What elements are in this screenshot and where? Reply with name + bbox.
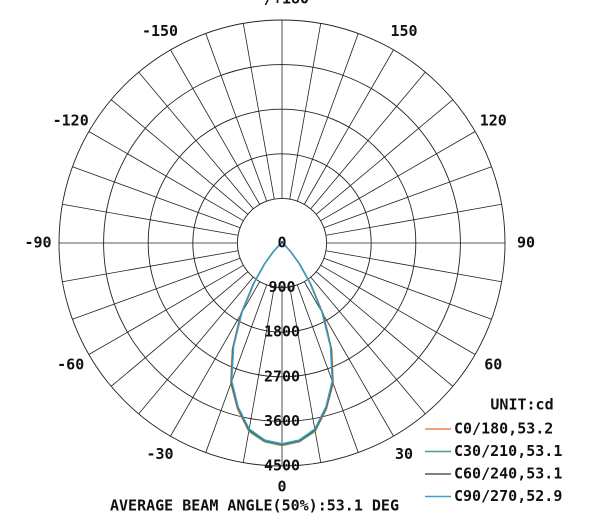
angle-label: -120	[53, 112, 89, 130]
ring	[58, 19, 506, 467]
angle-label: -60	[57, 356, 84, 374]
angle-label: -/+180	[255, 0, 309, 8]
ring-label: 3600	[264, 412, 300, 430]
intensity-curve	[231, 242, 333, 445]
legend-label: C60/240,53.1	[454, 465, 562, 483]
angle-label: 60	[484, 356, 502, 374]
angle-label: -90	[24, 234, 51, 252]
angle-label: 120	[480, 112, 507, 130]
ring	[236, 197, 328, 289]
angle-label: 30	[395, 445, 413, 463]
ring-label: 900	[268, 278, 295, 296]
angle-label: 0	[277, 478, 286, 496]
ring-label: 2700	[264, 367, 300, 385]
ring-label: 4500	[264, 457, 300, 475]
ring	[103, 64, 461, 422]
ring-label: 0	[277, 234, 286, 252]
ring	[147, 108, 417, 378]
angle-label: 150	[390, 22, 417, 40]
angle-label: -30	[146, 445, 173, 463]
footer: AVERAGE BEAM ANGLE(50%):53.1 DEG	[110, 497, 399, 515]
ring	[192, 153, 372, 333]
legend-label: C90/270,52.9	[454, 487, 562, 505]
angle-label: 90	[517, 234, 535, 252]
angle-label: -150	[142, 22, 178, 40]
ring-label: 1800	[264, 323, 300, 341]
unit-label: UNIT:cd	[490, 396, 553, 414]
legend-label: C30/210,53.1	[454, 442, 562, 460]
legend-label: C0/180,53.2	[454, 420, 553, 438]
